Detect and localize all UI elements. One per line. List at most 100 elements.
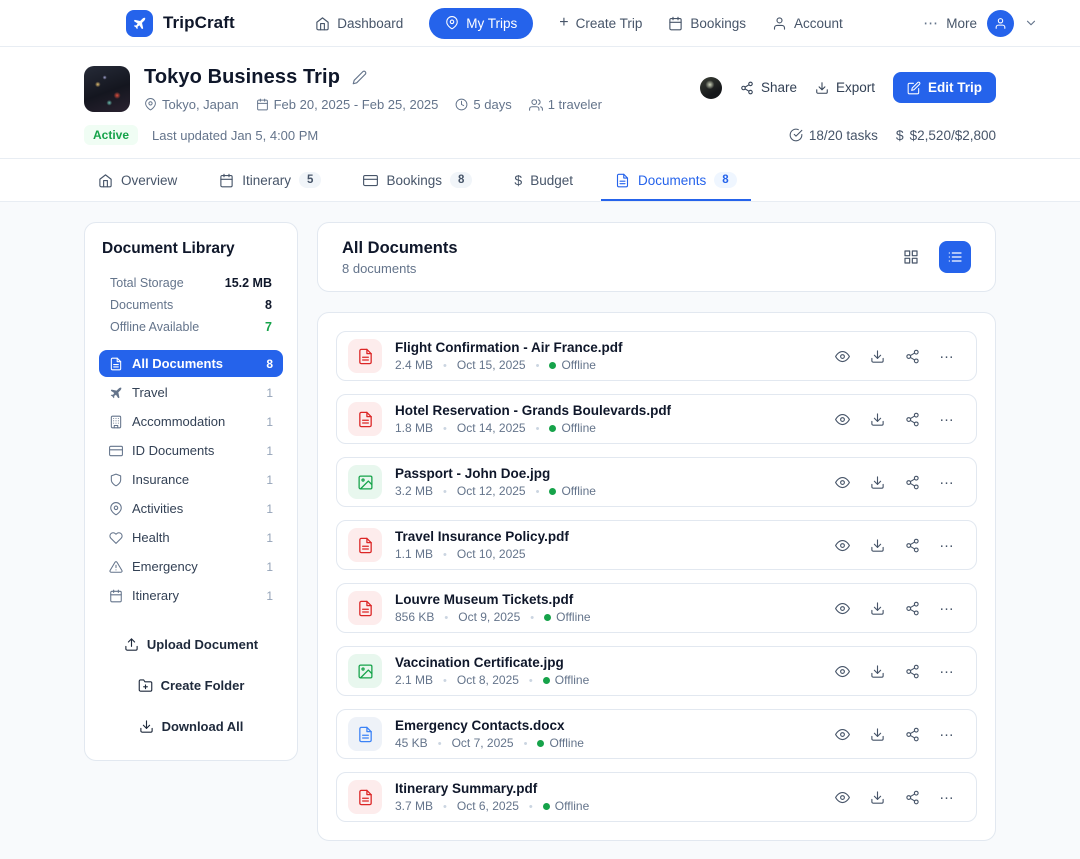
- download-button[interactable]: [864, 721, 890, 747]
- more-button[interactable]: …: [934, 406, 960, 432]
- offline-dot-icon: [542, 802, 550, 810]
- download-button[interactable]: [864, 658, 890, 684]
- offline-dot-icon: [542, 676, 550, 684]
- tab-itinerary[interactable]: Itinerary 5: [205, 159, 335, 201]
- pdf-file-icon: [348, 780, 382, 814]
- share-button[interactable]: [899, 406, 925, 432]
- create-folder-button[interactable]: Create Folder: [130, 672, 253, 699]
- more-horizontal-icon: …: [939, 659, 955, 677]
- category-emergency[interactable]: Emergency 1: [99, 553, 283, 580]
- grid-view-button[interactable]: [895, 241, 927, 273]
- more-horizontal-icon: …: [939, 470, 955, 488]
- calendar-icon: [219, 173, 234, 188]
- nav-dashboard[interactable]: Dashboard: [315, 16, 403, 31]
- more-button[interactable]: …: [934, 343, 960, 369]
- document-row[interactable]: Louvre Museum Tickets.pdf 856 KB Oct 9, …: [336, 583, 977, 633]
- user-avatar[interactable]: [987, 9, 1014, 37]
- preview-button[interactable]: [829, 532, 855, 558]
- trip-thumbnail[interactable]: [84, 66, 130, 112]
- nav-more[interactable]: ⋯ More: [923, 15, 977, 32]
- download-icon: [870, 664, 885, 679]
- share-icon: [905, 412, 920, 427]
- share-button[interactable]: [899, 595, 925, 621]
- nav-account[interactable]: Account: [772, 16, 843, 31]
- more-button[interactable]: …: [934, 595, 960, 621]
- shield-icon: [109, 473, 123, 487]
- edit-title-icon[interactable]: [352, 70, 367, 85]
- download-button[interactable]: [864, 532, 890, 558]
- more-button[interactable]: …: [934, 658, 960, 684]
- category-all-documents[interactable]: All Documents 8: [99, 350, 283, 377]
- preview-button[interactable]: [829, 469, 855, 495]
- nav-bookings[interactable]: Bookings: [668, 16, 746, 31]
- document-name: Louvre Museum Tickets.pdf: [395, 592, 574, 607]
- download-icon: [870, 538, 885, 553]
- document-row[interactable]: Flight Confirmation - Air France.pdf 2.4…: [336, 331, 977, 381]
- document-row[interactable]: Itinerary Summary.pdf 3.7 MB Oct 6, 2025…: [336, 772, 977, 822]
- preview-button[interactable]: [829, 784, 855, 810]
- tab-bookings[interactable]: Bookings 8: [349, 159, 486, 201]
- export-button[interactable]: Export: [815, 80, 875, 95]
- category-travel[interactable]: Travel 1: [99, 379, 283, 406]
- traveler-avatar[interactable]: [699, 76, 722, 99]
- download-icon: [815, 81, 829, 95]
- category-id-documents[interactable]: ID Documents 1: [99, 437, 283, 464]
- tab-overview[interactable]: Overview: [84, 159, 191, 201]
- share-button[interactable]: [899, 721, 925, 747]
- brand[interactable]: TripCraft: [126, 9, 235, 37]
- document-actions: …: [829, 784, 960, 810]
- category-accommodation[interactable]: Accommodation 1: [99, 408, 283, 435]
- preview-button[interactable]: [829, 406, 855, 432]
- preview-button[interactable]: [829, 658, 855, 684]
- preview-button[interactable]: [829, 721, 855, 747]
- share-button[interactable]: Share: [740, 80, 797, 95]
- nav-my-trips[interactable]: My Trips: [429, 7, 534, 39]
- download-button[interactable]: [864, 469, 890, 495]
- category-health[interactable]: Health 1: [99, 524, 283, 551]
- more-button[interactable]: …: [934, 532, 960, 558]
- share-button[interactable]: [899, 784, 925, 810]
- document-row[interactable]: Hotel Reservation - Grands Boulevards.pd…: [336, 394, 977, 444]
- document-row[interactable]: Emergency Contacts.docx 45 KB Oct 7, 202…: [336, 709, 977, 759]
- list-view-button[interactable]: [939, 241, 971, 273]
- download-button[interactable]: [864, 784, 890, 810]
- download-button[interactable]: [864, 595, 890, 621]
- share-button[interactable]: [899, 469, 925, 495]
- edit-trip-button[interactable]: Edit Trip: [893, 72, 996, 103]
- category-insurance[interactable]: Insurance 1: [99, 466, 283, 493]
- trip-tabs: Overview Itinerary 5 Bookings 8 $ Budget…: [0, 159, 1080, 202]
- download-all-button[interactable]: Download All: [131, 713, 252, 740]
- document-row[interactable]: Vaccination Certificate.jpg 2.1 MB Oct 8…: [336, 646, 977, 696]
- pdf-file-icon: [348, 591, 382, 625]
- sidebar-actions: Upload Document Create Folder Download A…: [99, 631, 283, 740]
- tab-documents[interactable]: Documents 8: [601, 159, 751, 201]
- document-library-sidebar: Document Library Total Storage 15.2 MB Do…: [84, 222, 298, 761]
- document-meta: 3.2 MB Oct 12, 2025 Offline: [395, 484, 596, 498]
- building-icon: [109, 415, 123, 429]
- preview-button[interactable]: [829, 595, 855, 621]
- more-button[interactable]: …: [934, 721, 960, 747]
- document-row[interactable]: Travel Insurance Policy.pdf 1.1 MB Oct 1…: [336, 520, 977, 570]
- document-row[interactable]: Passport - John Doe.jpg 3.2 MB Oct 12, 2…: [336, 457, 977, 507]
- share-button[interactable]: [899, 343, 925, 369]
- share-icon: [905, 601, 920, 616]
- share-icon: [905, 727, 920, 742]
- offline-indicator: Offline: [549, 421, 596, 435]
- eye-icon: [834, 664, 850, 679]
- category-activities[interactable]: Activities 1: [99, 495, 283, 522]
- tab-budget[interactable]: $ Budget: [514, 172, 573, 188]
- chevron-down-icon[interactable]: [1024, 16, 1038, 30]
- more-button[interactable]: …: [934, 784, 960, 810]
- more-horizontal-icon: …: [939, 785, 955, 803]
- share-button[interactable]: [899, 532, 925, 558]
- preview-button[interactable]: [829, 343, 855, 369]
- category-itinerary[interactable]: Itinerary 1: [99, 582, 283, 609]
- download-button[interactable]: [864, 343, 890, 369]
- check-circle-icon: [789, 128, 803, 142]
- download-button[interactable]: [864, 406, 890, 432]
- more-button[interactable]: …: [934, 469, 960, 495]
- nav-create-trip[interactable]: + Create Trip: [559, 14, 643, 31]
- map-pin-icon: [445, 16, 459, 30]
- share-button[interactable]: [899, 658, 925, 684]
- upload-document-button[interactable]: Upload Document: [116, 631, 266, 658]
